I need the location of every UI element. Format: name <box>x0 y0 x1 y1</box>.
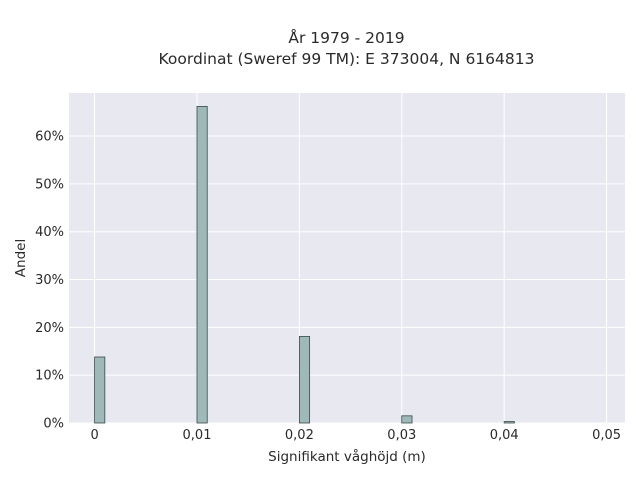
y-tick-label: 50% <box>35 177 64 192</box>
chart-title-line-1: År 1979 - 2019 <box>288 29 405 47</box>
y-tick-label: 10% <box>35 369 64 384</box>
x-tick-label: 0 <box>90 428 98 443</box>
x-tick-label: 0,05 <box>592 428 621 443</box>
y-tick-label: 40% <box>35 225 64 240</box>
chart-title: År 1979 - 2019 Koordinat (Sweref 99 TM):… <box>40 28 640 70</box>
bars <box>94 105 515 424</box>
plot-area <box>69 93 625 423</box>
x-axis-label: Signifikant våghöjd (m) <box>268 448 426 465</box>
y-tick-label: 0% <box>43 417 64 432</box>
x-tick-label: 0,03 <box>387 428 416 443</box>
histogram-bar <box>196 105 208 424</box>
y-tick-label: 60% <box>35 130 64 145</box>
histogram-bar <box>298 336 311 424</box>
x-tick-label: 0,01 <box>183 428 212 443</box>
chart-title-line-2: Koordinat (Sweref 99 TM): E 373004, N 61… <box>158 50 535 68</box>
x-tick-label: 0,02 <box>285 428 314 443</box>
histogram-bar <box>94 356 106 424</box>
y-tick-label: 30% <box>35 273 64 288</box>
tick-labels: 0% 10% 20% 30% 40% 50% 60% 0 0,01 0,02 0,03 0,04 0,0… <box>35 130 621 443</box>
y-tick-label: 20% <box>35 321 64 336</box>
x-tick-label: 0,04 <box>490 428 519 443</box>
y-axis-label: Andel <box>13 239 29 277</box>
histogram-bar <box>503 421 515 424</box>
histogram-bar <box>401 415 413 424</box>
